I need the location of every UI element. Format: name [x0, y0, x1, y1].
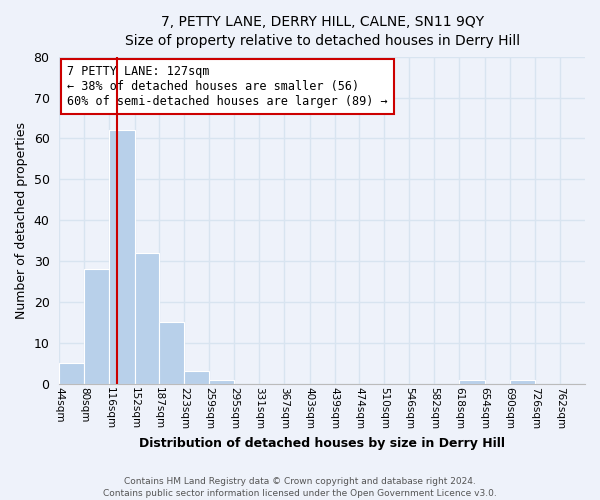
Text: Contains HM Land Registry data © Crown copyright and database right 2024.
Contai: Contains HM Land Registry data © Crown c… [103, 476, 497, 498]
Bar [159, 322, 184, 384]
Title: 7, PETTY LANE, DERRY HILL, CALNE, SN11 9QY
Size of property relative to detached: 7, PETTY LANE, DERRY HILL, CALNE, SN11 9… [125, 15, 520, 48]
Bar [509, 380, 535, 384]
X-axis label: Distribution of detached houses by size in Derry Hill: Distribution of detached houses by size … [139, 437, 505, 450]
Bar [109, 130, 134, 384]
Bar [59, 364, 85, 384]
Text: 7 PETTY LANE: 127sqm
← 38% of detached houses are smaller (56)
60% of semi-detac: 7 PETTY LANE: 127sqm ← 38% of detached h… [67, 65, 388, 108]
Bar [134, 253, 159, 384]
Y-axis label: Number of detached properties: Number of detached properties [15, 122, 28, 318]
Bar [460, 380, 485, 384]
Bar [209, 380, 234, 384]
Bar [85, 270, 109, 384]
Bar [184, 372, 209, 384]
